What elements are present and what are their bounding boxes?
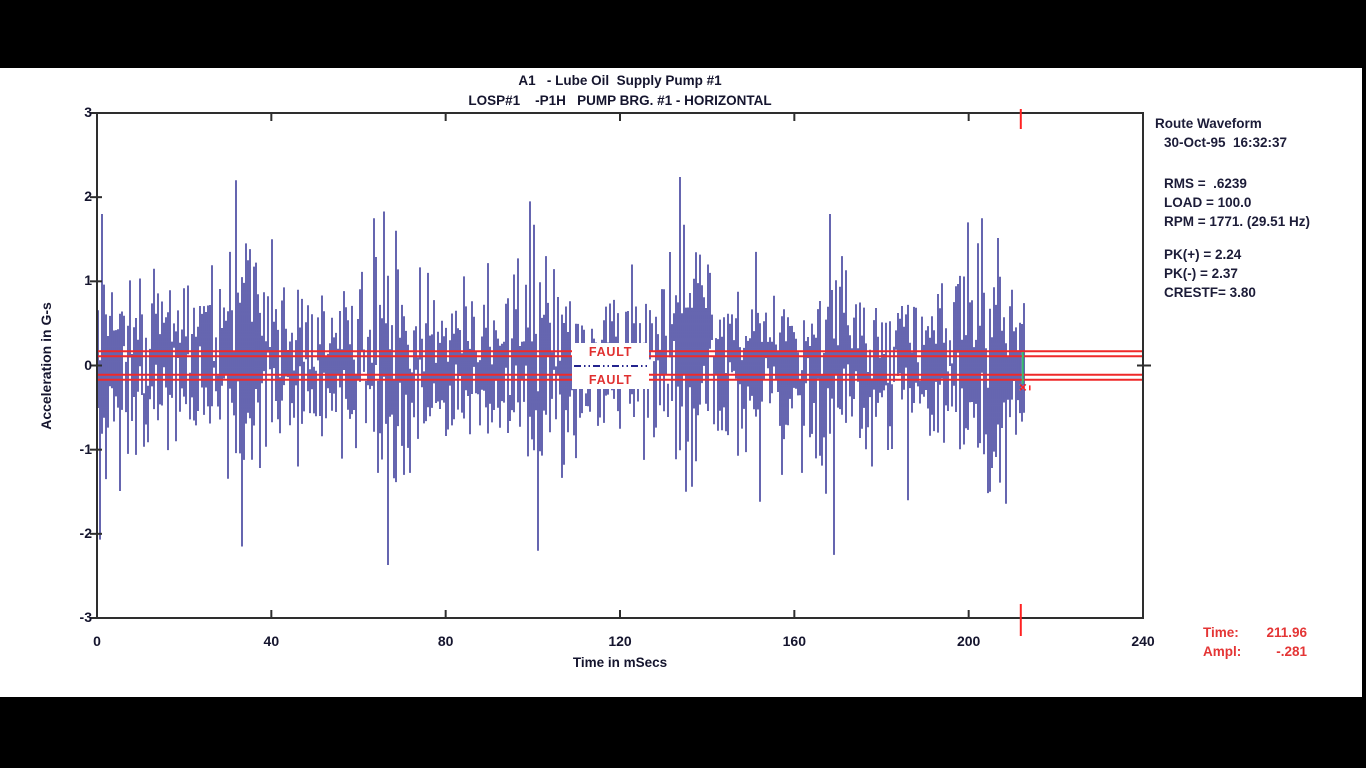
x-tick-label: 40	[263, 633, 280, 649]
pk-positive-value: PK(+) = 2.24	[1164, 247, 1242, 262]
x-tick-label: 160	[782, 633, 806, 649]
x-tick-label: 240	[1131, 633, 1155, 649]
cursor-ampl-value: -.281	[1276, 644, 1307, 659]
plot-page-background	[0, 68, 1362, 697]
cursor-readout: Time: 211.96 Ampl: -.281	[1203, 623, 1307, 661]
fault-label-lower: FAULT	[588, 373, 633, 387]
rpm-value: RPM = 1771. (29.51 Hz)	[1164, 214, 1310, 229]
zero-dash-line	[574, 365, 647, 367]
fault-limit-callout: FAULT FAULT	[572, 343, 649, 389]
y-tick-label: -1	[79, 440, 92, 457]
chart-title: A1 - Lube Oil Supply Pump #1	[518, 73, 722, 88]
cursor-ampl-label: Ampl:	[1203, 644, 1242, 659]
x-tick-label: 200	[956, 633, 981, 649]
route-waveform-label: Route Waveform	[1155, 116, 1262, 131]
rms-value: RMS = .6239	[1164, 176, 1247, 191]
y-tick-label: 2	[84, 188, 92, 205]
y-tick-label: -3	[79, 609, 92, 625]
y-tick-label: 0	[84, 356, 92, 373]
cursor-time-label: Time:	[1203, 625, 1239, 640]
measurement-timestamp: 30-Oct-95 16:32:37	[1164, 135, 1288, 150]
y-tick-label: 3	[84, 104, 92, 120]
load-value: LOAD = 100.0	[1164, 195, 1252, 210]
waveform-trace	[97, 177, 1025, 565]
x-tick-label: 0	[93, 633, 101, 649]
x-tick-label: 80	[437, 633, 454, 649]
y-tick-label: 1	[84, 272, 92, 289]
crest-factor-value: CRESTF= 3.80	[1164, 285, 1256, 300]
measurement-info-panel: Route Waveform 30-Oct-95 16:32:37 RMS = …	[1155, 114, 1366, 302]
fault-label-upper: FAULT	[588, 345, 633, 359]
x-tick-label: 120	[608, 633, 632, 649]
chart-header: A1 - Lube Oil Supply Pump #1 LOSP#1 -P1H…	[97, 71, 1143, 111]
chart-subtitle: LOSP#1 -P1H PUMP BRG. #1 - HORIZONTAL	[468, 93, 772, 108]
pk-negative-value: PK(-) = 2.37	[1164, 266, 1238, 281]
y-tick-label: -2	[79, 524, 92, 541]
cursor-point-marker	[1019, 383, 1031, 391]
cursor-time-value: 211.96	[1266, 625, 1307, 640]
x-axis-title: Time in mSecs	[572, 655, 668, 670]
